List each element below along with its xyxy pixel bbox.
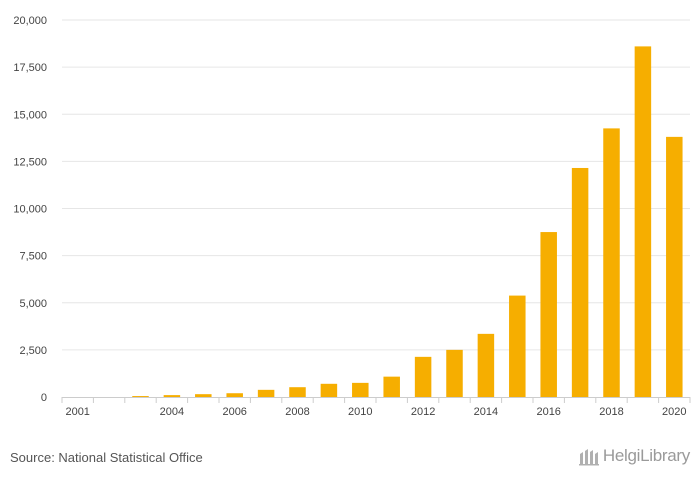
y-tick-label: 5,000 — [19, 298, 47, 310]
helgi-library-logo[interactable]: HelgiLibrary — [578, 446, 690, 466]
gridlines — [62, 19, 690, 351]
y-tick-label: 2,500 — [19, 345, 47, 357]
y-tick-label: 10,000 — [13, 204, 47, 216]
library-icon — [578, 449, 599, 466]
bar-2008[interactable] — [289, 387, 306, 397]
bar-2015[interactable] — [509, 295, 526, 397]
footer: Source: National Statistical Office Helg… — [0, 440, 700, 480]
bars — [132, 46, 683, 397]
bar-2017[interactable] — [571, 167, 589, 397]
bar-2020[interactable] — [666, 136, 683, 397]
bar-2005[interactable] — [195, 394, 212, 397]
bar-2006[interactable] — [226, 393, 243, 397]
bar-2011[interactable] — [383, 376, 400, 397]
x-tick-label: 2004 — [160, 406, 184, 418]
x-tick-label: 2001 — [65, 406, 89, 418]
x-tick-label: 2014 — [474, 406, 498, 418]
y-tick-label: 17,500 — [13, 62, 47, 74]
y-axis-ticks: 0 2,500 5,000 7,500 10,000 12,500 15,000 17,500… — [13, 15, 47, 404]
x-tick-label: 2020 — [662, 406, 686, 418]
y-tick-label: 15,000 — [13, 109, 47, 121]
x-tick-label: 2008 — [285, 406, 309, 418]
bar-2004[interactable] — [163, 395, 181, 397]
x-axis-ticks: 2001 2004 2006 2008 2010 2012 2014 2016 2018 2020 — [61, 397, 691, 418]
bar-2003[interactable] — [132, 396, 149, 397]
bar-2016[interactable] — [540, 232, 557, 397]
bar-chart: 0 2,500 5,000 7,500 10,000 12,500 15,000 17,500… — [13, 15, 691, 418]
x-tick-label: 2012 — [411, 406, 435, 418]
bar-2007[interactable] — [257, 389, 275, 397]
source-note: Source: National Statistical Office — [10, 450, 203, 465]
y-tick-label: 0 — [41, 392, 47, 404]
bar-2018[interactable] — [603, 128, 620, 397]
y-tick-label: 7,500 — [19, 251, 47, 263]
x-tick-label: 2016 — [536, 406, 560, 418]
y-tick-label: 20,000 — [13, 15, 47, 27]
bar-2019[interactable] — [634, 46, 652, 397]
bar-2009[interactable] — [320, 383, 338, 397]
bar-2010[interactable] — [352, 382, 369, 397]
x-tick-label: 2010 — [348, 406, 372, 418]
bar-2013[interactable] — [446, 349, 463, 397]
x-tick-label: 2006 — [222, 406, 246, 418]
logo-text: HelgiLibrary — [602, 446, 690, 465]
bar-2014[interactable] — [477, 333, 495, 397]
x-tick-label: 2018 — [599, 406, 623, 418]
y-tick-label: 12,500 — [13, 156, 47, 168]
bar-2012[interactable] — [414, 356, 432, 397]
